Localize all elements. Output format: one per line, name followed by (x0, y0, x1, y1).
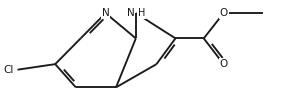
Text: O: O (219, 8, 228, 18)
Text: N: N (127, 8, 135, 18)
Text: Cl: Cl (4, 65, 14, 75)
Text: O: O (219, 59, 228, 69)
Text: N: N (102, 8, 110, 18)
Text: H: H (138, 8, 145, 18)
